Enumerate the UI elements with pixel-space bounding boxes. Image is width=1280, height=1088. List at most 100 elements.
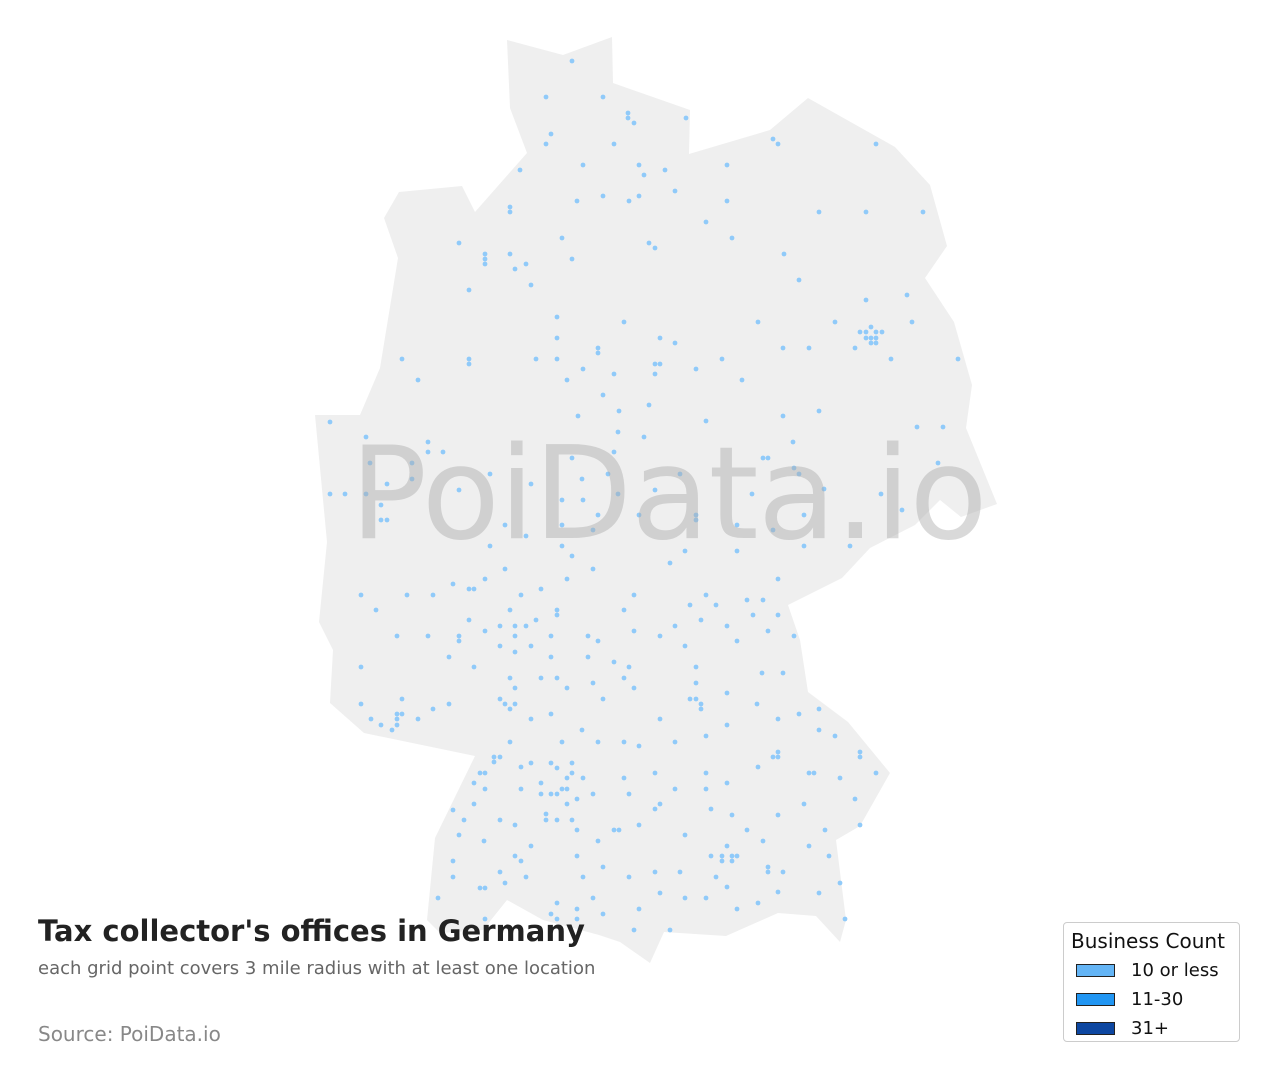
grid-point (554, 675, 560, 681)
grid-point (574, 796, 580, 802)
grid-point (425, 439, 431, 445)
grid-point (579, 727, 585, 733)
legend-label: 10 or less (1131, 959, 1219, 981)
grid-point (394, 716, 400, 722)
grid-point (724, 162, 730, 168)
grid-point (502, 522, 508, 528)
grid-point (554, 612, 560, 618)
grid-point (554, 791, 560, 797)
grid-point (621, 675, 627, 681)
grid-points (327, 58, 961, 933)
grid-point (734, 906, 740, 912)
grid-point (672, 340, 678, 346)
grid-point (703, 895, 709, 901)
grid-point (703, 770, 709, 776)
grid-point (368, 716, 374, 722)
grid-point (626, 198, 632, 204)
grid-point (425, 449, 431, 455)
grid-point (801, 543, 807, 549)
grid-point (621, 607, 627, 613)
grid-point (816, 408, 822, 414)
grid-point (507, 209, 513, 215)
grid-point (667, 560, 673, 566)
grid-point (512, 701, 518, 707)
grid-point (780, 413, 786, 419)
grid-point (904, 292, 910, 298)
grid-point (543, 141, 549, 147)
grid-point (585, 633, 591, 639)
grid-point (832, 733, 838, 739)
grid-point (342, 491, 348, 497)
grid-point (801, 512, 807, 518)
grid-point (631, 927, 637, 933)
grid-point (729, 812, 735, 818)
grid-point (857, 329, 863, 335)
grid-point (868, 324, 874, 330)
grid-point (657, 361, 663, 367)
grid-point (394, 722, 400, 728)
grid-point (512, 649, 518, 655)
grid-point (502, 566, 508, 572)
grid-point (672, 623, 678, 629)
grid-point (693, 366, 699, 372)
grid-point (564, 685, 570, 691)
grid-point (775, 749, 781, 755)
grid-point (450, 874, 456, 880)
grid-point (538, 675, 544, 681)
grid-point (935, 460, 941, 466)
grid-point (456, 633, 462, 639)
grid-point (693, 664, 699, 670)
grid-point (590, 566, 596, 572)
legend-item: 11-30 (1076, 988, 1183, 1010)
grid-point (811, 770, 817, 776)
grid-point (611, 449, 617, 455)
grid-point (512, 266, 518, 272)
grid-point (487, 471, 493, 477)
grid-point (482, 885, 488, 891)
grid-point (595, 345, 601, 351)
grid-point (574, 916, 580, 922)
grid-point (652, 245, 658, 251)
grid-point (491, 759, 497, 765)
grid-point (847, 543, 853, 549)
grid-point (497, 643, 503, 649)
grid-point (446, 701, 452, 707)
grid-point (775, 889, 781, 895)
grid-point (698, 701, 704, 707)
grid-point (657, 335, 663, 341)
grid-point (780, 670, 786, 676)
grid-point (863, 335, 869, 341)
grid-point (595, 638, 601, 644)
grid-point (621, 739, 627, 745)
grid-point (564, 576, 570, 582)
grid-point (677, 471, 683, 477)
grid-point (729, 858, 735, 864)
grid-point (806, 843, 812, 849)
grid-point (703, 418, 709, 424)
grid-point (719, 853, 725, 859)
grid-point (724, 198, 730, 204)
grid-point (652, 869, 658, 875)
grid-point (456, 832, 462, 838)
grid-point (734, 638, 740, 644)
grid-point (636, 743, 642, 749)
grid-point (796, 471, 802, 477)
grid-point (703, 733, 709, 739)
grid-point (415, 377, 421, 383)
grid-point (512, 633, 518, 639)
grid-point (559, 497, 565, 503)
grid-point (672, 188, 678, 194)
grid-point (554, 916, 560, 922)
grid-point (367, 460, 373, 466)
grid-point (543, 94, 549, 100)
grid-point (796, 277, 802, 283)
grid-point (482, 916, 488, 922)
grid-point (615, 429, 621, 435)
grid-point (729, 235, 735, 241)
grid-point (595, 838, 601, 844)
grid-point (775, 612, 781, 618)
grid-point (781, 251, 787, 257)
grid-point (698, 706, 704, 712)
grid-point (775, 812, 781, 818)
grid-point (477, 770, 483, 776)
